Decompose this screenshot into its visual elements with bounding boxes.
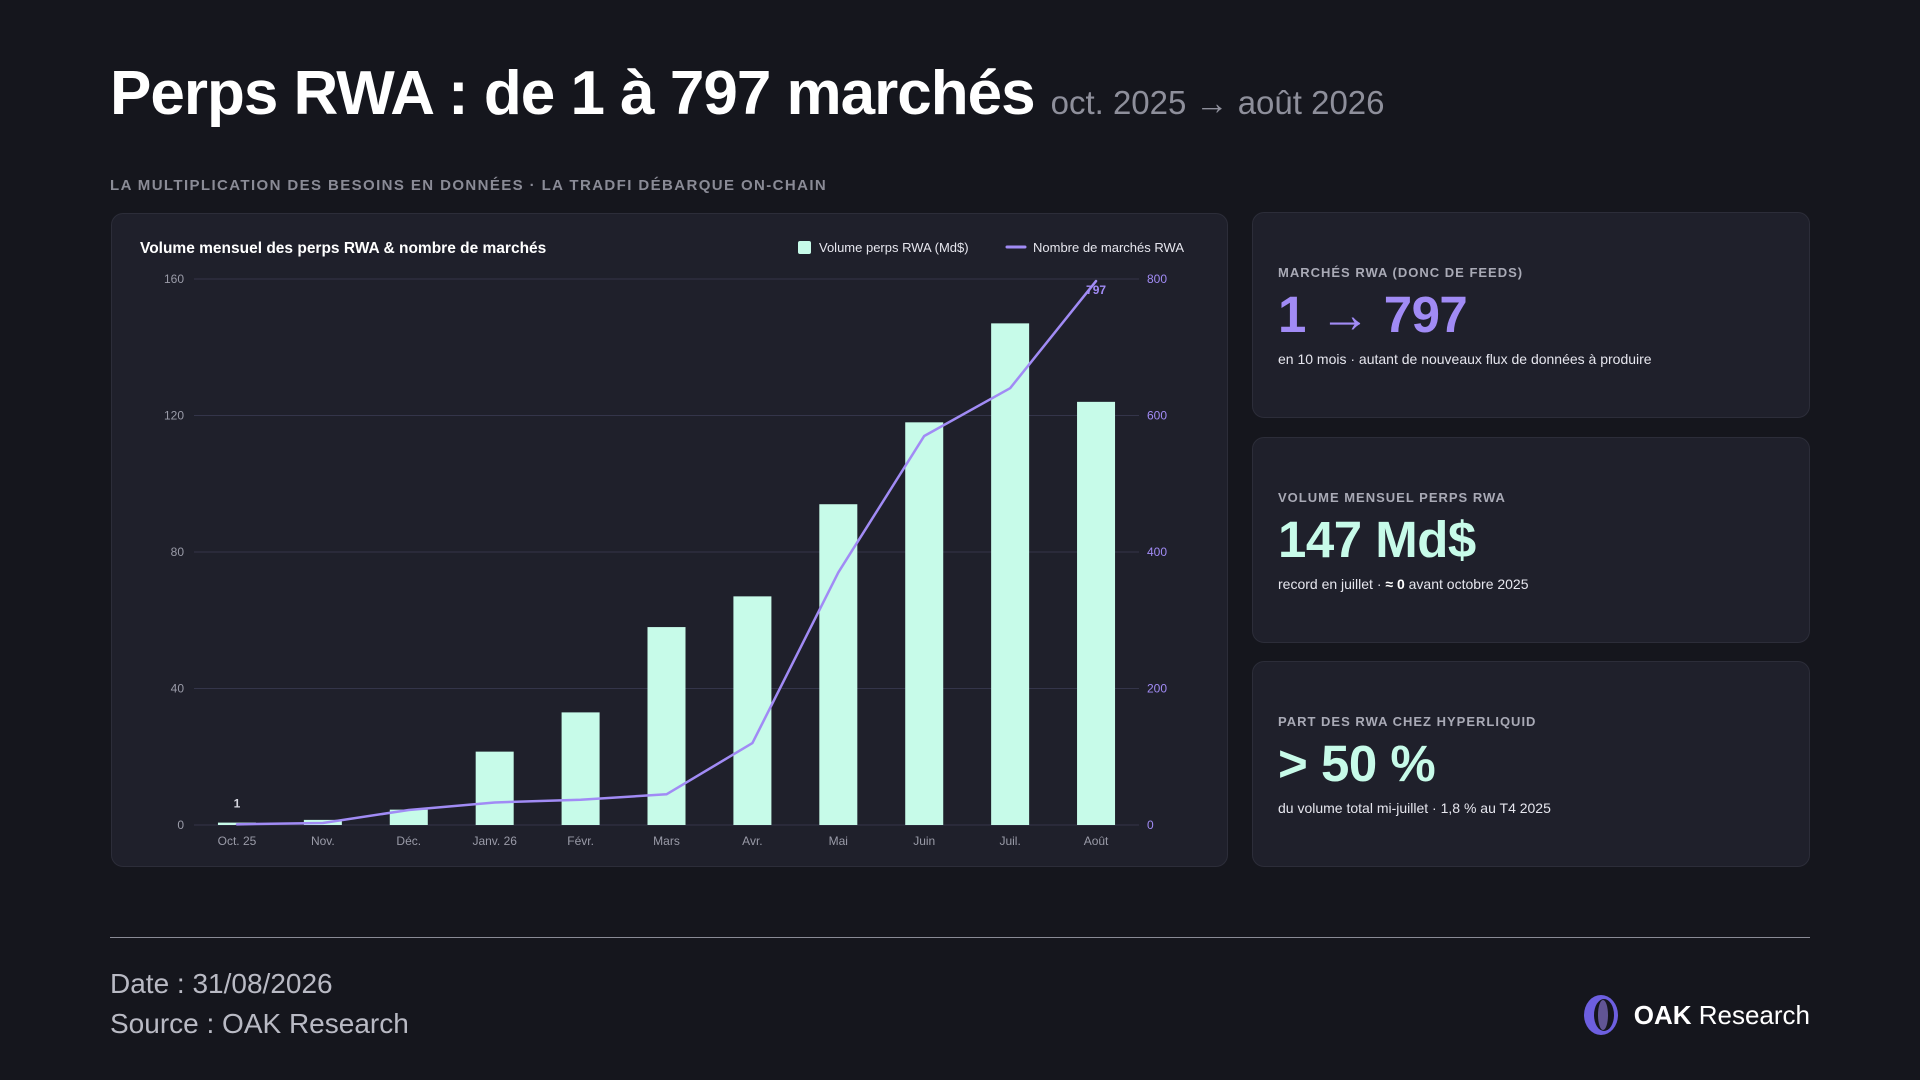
bar bbox=[1077, 401, 1116, 825]
data-label-first: 1 bbox=[234, 796, 241, 810]
kpi-card-volume: VOLUME MENSUEL PERPS RWA 147 Md$ record … bbox=[1252, 437, 1810, 643]
y-right-tick-label: 400 bbox=[1147, 545, 1167, 559]
bar bbox=[475, 751, 514, 825]
y-left-tick-label: 0 bbox=[177, 818, 184, 832]
kpi-note: du volume total mi-juillet · 1,8 % au T4… bbox=[1278, 800, 1551, 816]
x-tick-label: Janv. 26 bbox=[472, 834, 517, 848]
y-left-tick-label: 160 bbox=[164, 272, 184, 286]
x-tick-label: Mars bbox=[653, 834, 680, 848]
kpi-value: > 50 % bbox=[1278, 735, 1436, 792]
kpi-label: MARCHÉS RWA (DONC DE FEEDS) bbox=[1278, 265, 1524, 280]
x-tick-label: Avr. bbox=[742, 834, 762, 848]
data-label-last: 797 bbox=[1086, 283, 1106, 297]
kpi-note-pre: record en juillet · bbox=[1278, 576, 1386, 592]
y-right-tick-label: 600 bbox=[1147, 409, 1167, 423]
kpi-value: 147 Md$ bbox=[1278, 511, 1476, 568]
y-left-tick-label: 40 bbox=[171, 682, 185, 696]
kpi-note: en 10 mois · autant de nouveaux flux de … bbox=[1278, 351, 1652, 367]
y-right-tick-label: 800 bbox=[1147, 272, 1167, 286]
footer-date: Date : 31/08/2026 bbox=[110, 968, 333, 999]
kpi-note-bold: ≈ 0 bbox=[1385, 576, 1405, 592]
bar bbox=[991, 323, 1030, 825]
footer-divider bbox=[110, 937, 1810, 938]
bar bbox=[561, 712, 600, 825]
bar bbox=[819, 504, 858, 825]
bar bbox=[389, 809, 428, 825]
kpi-card-hyperliquid-share: PART DES RWA CHEZ HYPERLIQUID > 50 % du … bbox=[1252, 661, 1810, 867]
page-title: Perps RWA : de 1 à 797 marchés bbox=[110, 59, 1036, 128]
x-tick-label: Juil. bbox=[999, 834, 1020, 848]
y-right-tick-label: 200 bbox=[1147, 682, 1167, 696]
kpi-note-post: avant octobre 2025 bbox=[1404, 576, 1529, 592]
legend-bar-label: Volume perps RWA (Md$) bbox=[819, 240, 969, 255]
chart-title: Volume mensuel des perps RWA & nombre de… bbox=[140, 240, 546, 257]
brand-name-rest: Research bbox=[1691, 999, 1810, 1030]
x-tick-label: Oct. 25 bbox=[218, 834, 257, 848]
x-tick-label: Déc. bbox=[396, 834, 421, 848]
y-right-tick-label: 0 bbox=[1147, 818, 1154, 832]
legend-line-label: Nombre de marchés RWA bbox=[1033, 240, 1184, 255]
x-tick-label: Juin bbox=[913, 834, 935, 848]
grid bbox=[194, 278, 1139, 826]
axes: 0 40 80 120 160 0 200 400 600 800 Oct. 25 Nov. Déc. J… bbox=[164, 272, 1167, 848]
page-subtitle: oct. 2025 → août 2026 bbox=[1050, 84, 1385, 121]
kpi-value: 1 → 797 bbox=[1278, 286, 1468, 343]
x-tick-label: Août bbox=[1084, 834, 1109, 848]
kpi-label: VOLUME MENSUEL PERPS RWA bbox=[1278, 490, 1506, 505]
oak-logo-icon bbox=[1583, 995, 1618, 1035]
footer-meta: Date : 31/08/2026 Source : OAK Research bbox=[110, 964, 409, 1044]
bar-series bbox=[217, 323, 1116, 825]
x-tick-label: Nov. bbox=[311, 834, 335, 848]
bar bbox=[905, 422, 944, 825]
line-path bbox=[235, 279, 1098, 826]
chart-panel: 1 797 0 40 80 120 160 0 200 400 600 800 Oct. 25 Nov.… bbox=[111, 213, 1228, 867]
footer-source: Source : OAK Research bbox=[110, 1008, 409, 1039]
legend-bar-swatch bbox=[798, 241, 811, 254]
y-left-tick-label: 80 bbox=[171, 545, 185, 559]
brand-name-bold: OAK bbox=[1633, 999, 1692, 1030]
kpi-label: PART DES RWA CHEZ HYPERLIQUID bbox=[1278, 714, 1537, 729]
header: Perps RWA : de 1 à 797 marchés oct. 2025… bbox=[110, 58, 1385, 129]
kpi-note: record en juillet · ≈ 0 avant octobre 20… bbox=[1278, 576, 1529, 592]
section-kicker: LA MULTIPLICATION DES BESOINS EN DONNÉES… bbox=[110, 177, 828, 194]
legend: Volume perps RWA (Md$) Nombre de marchés… bbox=[798, 240, 1184, 255]
brand: OAK Research bbox=[1582, 994, 1810, 1036]
kpi-card-markets: MARCHÉS RWA (DONC DE FEEDS) 1 → 797 en 1… bbox=[1252, 212, 1810, 418]
x-tick-label: Mai bbox=[829, 834, 848, 848]
bar bbox=[647, 627, 686, 825]
x-tick-label: Févr. bbox=[567, 834, 594, 848]
brand-name: OAK Research bbox=[1634, 1000, 1810, 1031]
bar bbox=[733, 596, 772, 825]
y-left-tick-label: 120 bbox=[164, 409, 184, 423]
